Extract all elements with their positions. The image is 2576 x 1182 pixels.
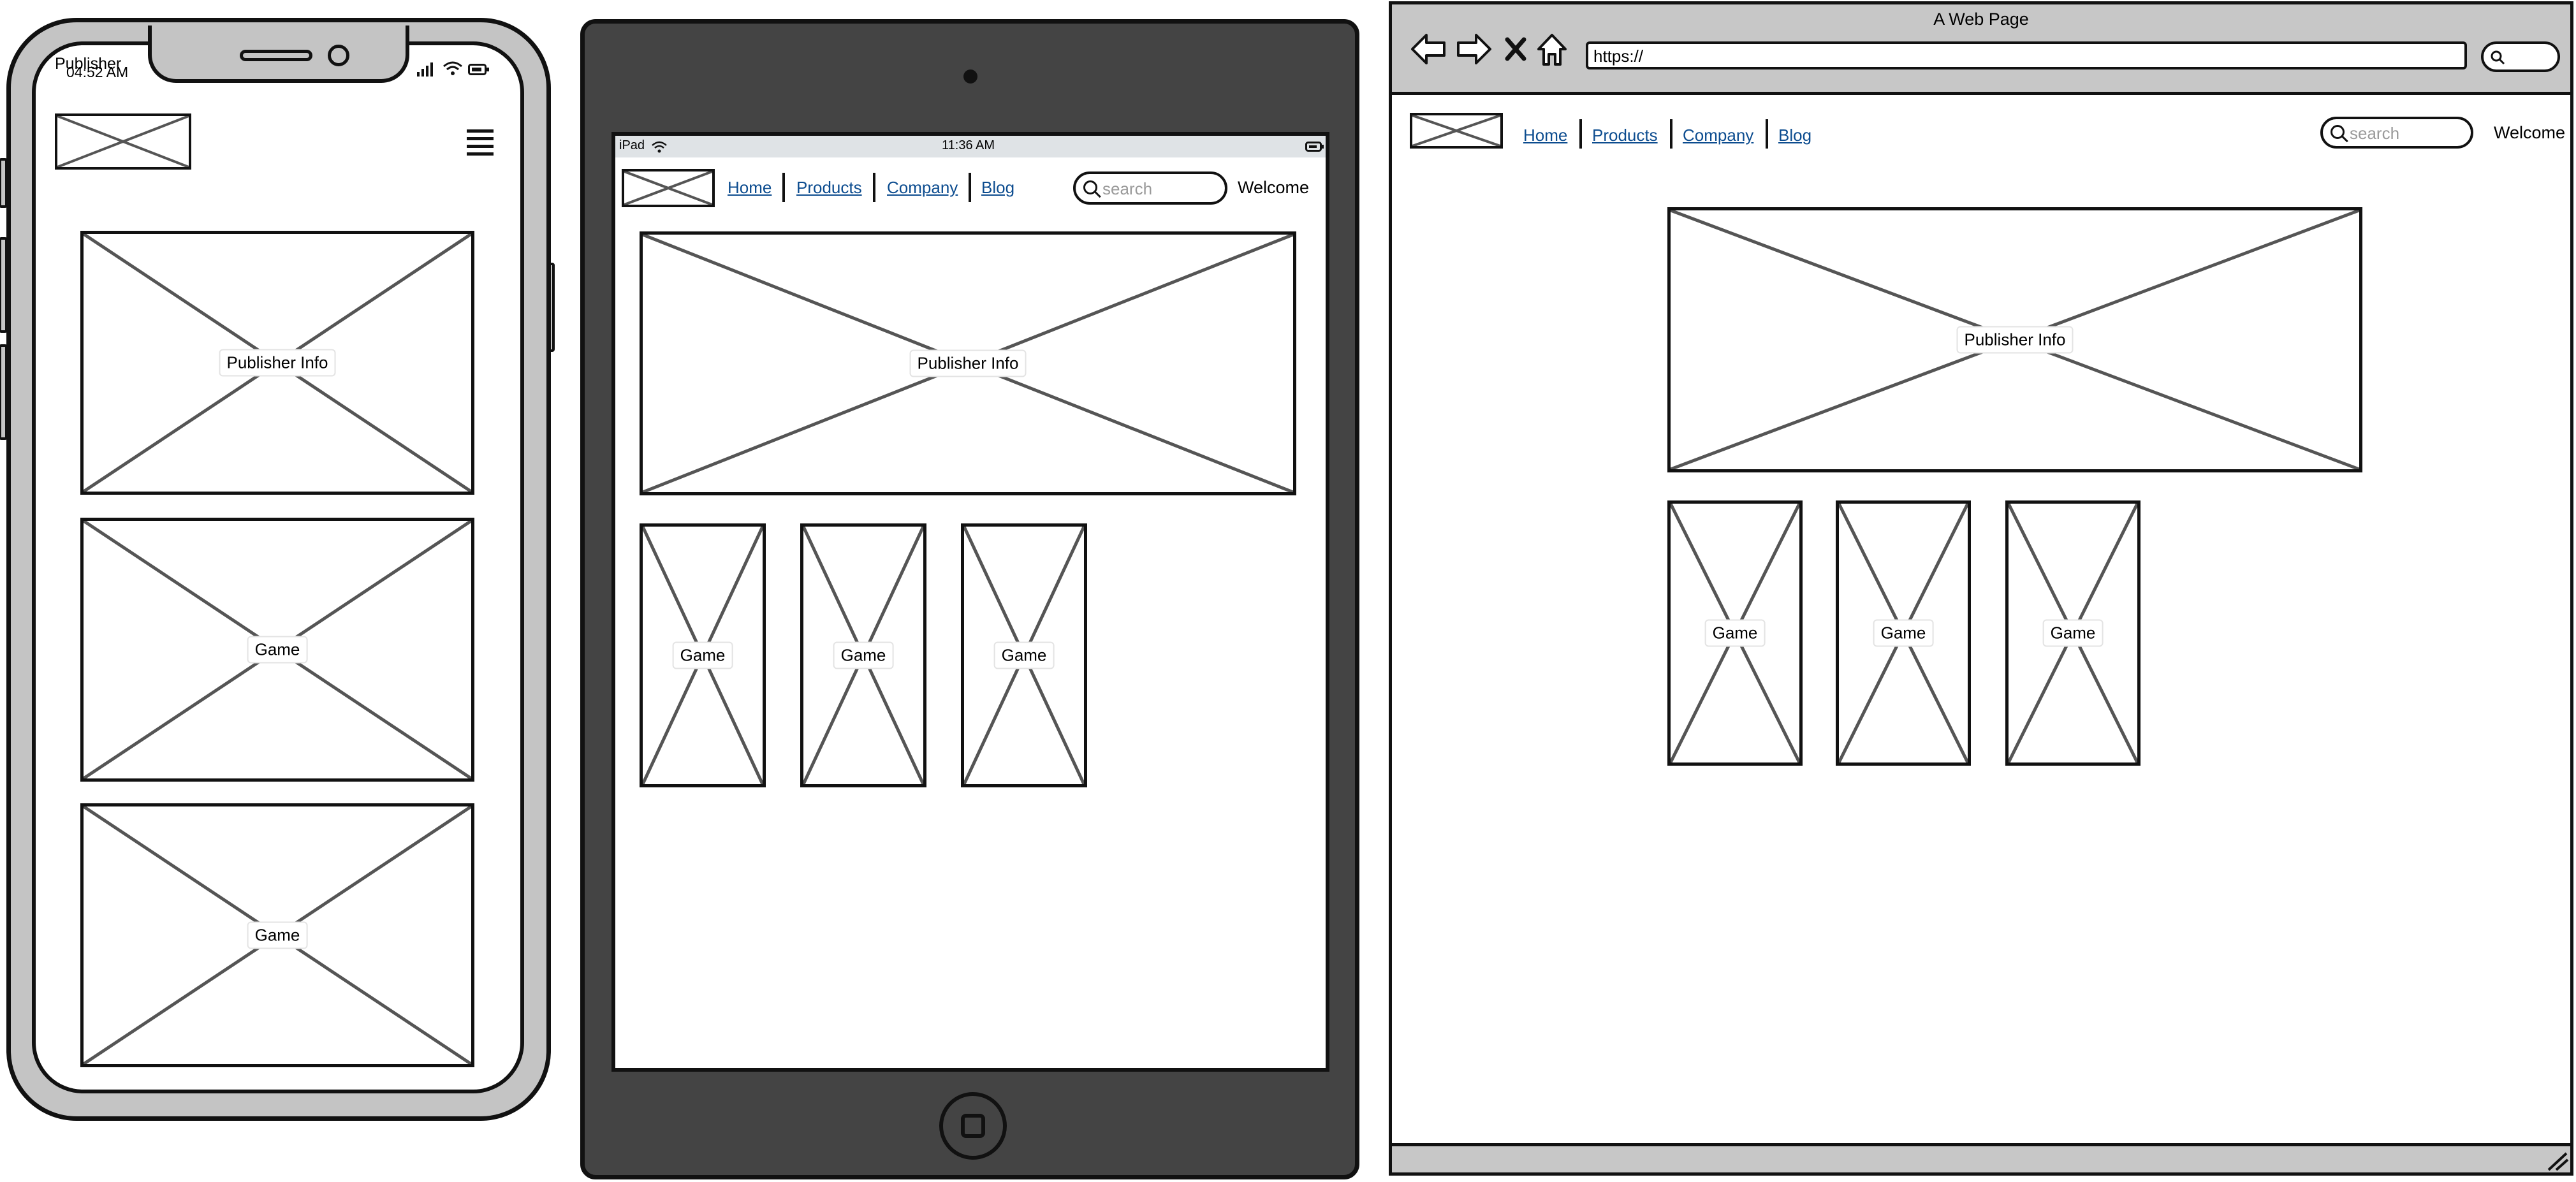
welcome-text: Welcome <box>1238 178 1310 197</box>
browser-window-title: A Web Page <box>1933 10 2029 29</box>
browser-logo-placeholder <box>1410 113 1503 149</box>
search-icon <box>2490 50 2505 65</box>
tablet-mockup: iPad 11:36 AM Home Products Company Blog… <box>580 19 1359 1179</box>
signal-icon <box>417 61 436 77</box>
phone-game-card[interactable]: Game <box>80 518 474 782</box>
nav-separator <box>873 173 875 202</box>
tablet-logo-placeholder <box>622 169 715 207</box>
tablet-status-device: iPad <box>619 138 645 152</box>
nav-separator <box>969 173 971 202</box>
tablet-camera <box>963 69 977 84</box>
tile-caption: Game <box>1873 619 1934 647</box>
nav-separator <box>1766 119 1768 149</box>
nav-link-products[interactable]: Products <box>1592 126 1658 145</box>
browser-status-bar <box>1392 1143 2570 1172</box>
phone-mockup: Publisher 04:52 AM Publisher Info Game G… <box>0 0 561 1141</box>
nav-separator <box>782 173 785 202</box>
phone-logo-placeholder <box>55 113 191 170</box>
phone-status-time: 04:52 AM <box>66 64 129 80</box>
tile-caption: Game <box>672 641 733 669</box>
forward-arrow-icon[interactable] <box>1456 33 1493 66</box>
wifi-icon <box>651 140 668 154</box>
home-icon[interactable] <box>1536 33 1568 67</box>
phone-speaker <box>240 50 312 61</box>
hamburger-icon[interactable] <box>467 129 494 158</box>
nav-separator <box>1670 119 1672 149</box>
url-bar[interactable]: https:// <box>1586 41 2467 69</box>
nav-link-home[interactable]: Home <box>728 178 772 197</box>
hero-caption: Publisher Info <box>1956 326 2074 354</box>
tile-caption: Game <box>2042 619 2104 647</box>
browser-search-button[interactable] <box>2481 41 2560 72</box>
browser-game-tile[interactable]: Game <box>1667 500 1803 766</box>
nav-link-company[interactable]: Company <box>887 178 958 197</box>
phone-publisher-info-card[interactable]: Publisher Info <box>80 231 474 495</box>
search-input[interactable]: search <box>2320 117 2473 149</box>
back-arrow-icon[interactable] <box>1410 33 1447 66</box>
resize-grip-icon[interactable] <box>2546 1151 2569 1171</box>
nav-link-company[interactable]: Company <box>1683 126 1754 145</box>
tablet-game-tile[interactable]: Game <box>640 523 766 787</box>
nav-link-blog[interactable]: Blog <box>1778 126 1812 145</box>
search-input[interactable]: search <box>1073 171 1227 205</box>
tablet-status-time: 11:36 AM <box>942 138 995 152</box>
phone-card-caption: Publisher Info <box>219 349 336 377</box>
hero-caption: Publisher Info <box>909 349 1027 377</box>
tile-caption: Game <box>833 641 894 669</box>
tablet-screen: iPad 11:36 AM Home Products Company Blog… <box>611 132 1329 1072</box>
search-placeholder: search <box>1102 179 1153 198</box>
tablet-status-bar <box>615 136 1326 157</box>
battery-icon <box>468 64 490 75</box>
tablet-game-tile[interactable]: Game <box>800 523 926 787</box>
nav-separator <box>1579 119 1582 149</box>
search-icon <box>1083 180 1097 194</box>
phone-status-title: Publisher <box>55 55 122 73</box>
phone-game-card[interactable]: Game <box>80 803 474 1067</box>
tablet-home-button[interactable] <box>939 1092 1007 1160</box>
browser-publisher-info-hero[interactable]: Publisher Info <box>1667 207 2362 472</box>
url-text: https:// <box>1593 47 1644 66</box>
phone-camera <box>328 45 349 66</box>
battery-icon <box>1305 142 1324 152</box>
tile-caption: Game <box>1704 619 1766 647</box>
tablet-publisher-info-hero[interactable]: Publisher Info <box>640 231 1296 495</box>
welcome-text: Welcome <box>2494 123 2566 142</box>
phone-card-caption: Game <box>247 636 308 664</box>
browser-window: A Web Page https:// Home Products Compan… <box>1389 1 2573 1176</box>
tablet-game-tile[interactable]: Game <box>961 523 1087 787</box>
search-icon <box>2331 125 2345 139</box>
wifi-icon <box>443 60 463 77</box>
phone-notch <box>148 26 409 83</box>
nav-link-home[interactable]: Home <box>1523 126 1568 145</box>
search-placeholder: search <box>2350 124 2400 143</box>
nav-link-blog[interactable]: Blog <box>981 178 1015 197</box>
browser-game-tile[interactable]: Game <box>2005 500 2141 766</box>
phone-card-caption: Game <box>247 921 308 949</box>
nav-link-products[interactable]: Products <box>796 178 862 197</box>
tile-caption: Game <box>993 641 1055 669</box>
browser-game-tile[interactable]: Game <box>1836 500 1971 766</box>
close-icon[interactable] <box>1504 36 1527 62</box>
